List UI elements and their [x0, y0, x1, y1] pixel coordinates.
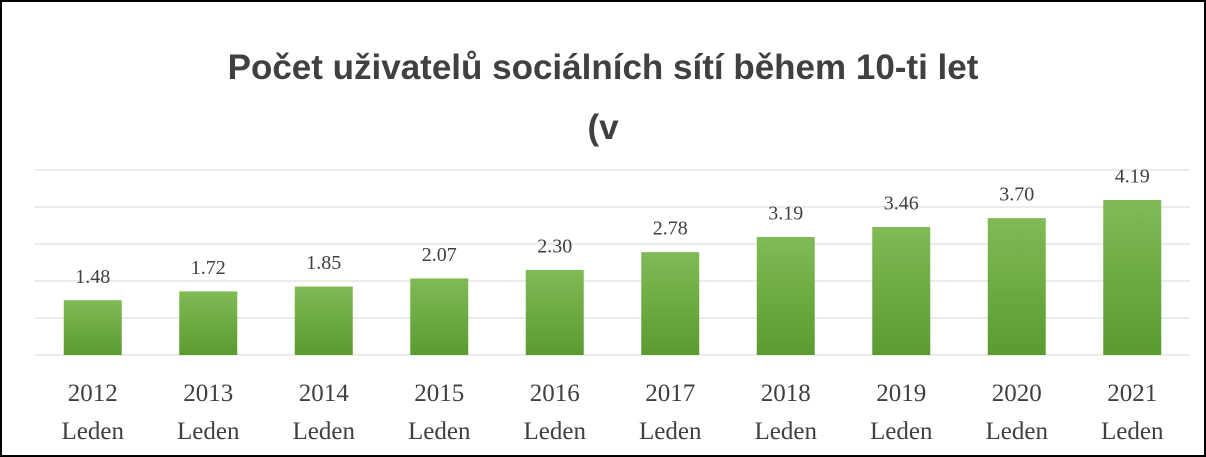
bar: [410, 278, 469, 355]
value-label: 1.85: [306, 252, 341, 274]
bar: [1103, 199, 1162, 355]
bar: [179, 291, 238, 355]
bar: [641, 252, 700, 355]
bar: [525, 269, 584, 355]
x-tick-label: 2017 Leden: [639, 380, 702, 445]
bar: [872, 226, 931, 355]
value-label: 3.70: [999, 184, 1034, 206]
bar: [294, 286, 353, 355]
x-tick-label: 2021 Leden: [1101, 380, 1164, 445]
bar: [756, 236, 815, 355]
x-tick-label: 2012 Leden: [62, 380, 125, 445]
x-tick-label: 2014 Leden: [293, 380, 356, 445]
value-label: 2.78: [653, 218, 688, 240]
x-tick-label: 2015 Leden: [408, 380, 471, 445]
value-label: 3.19: [768, 203, 803, 225]
value-label: 2.07: [422, 244, 457, 266]
x-tick-label: 2020 Leden: [986, 380, 1049, 445]
bar: [63, 300, 122, 355]
x-tick-label: 2016 Leden: [524, 380, 587, 445]
value-label: 3.46: [884, 193, 919, 215]
value-label: 4.19: [1115, 166, 1150, 188]
x-tick-label: 2018 Leden: [755, 380, 818, 445]
value-label: 1.48: [75, 266, 110, 288]
x-tick-label: 2019 Leden: [870, 380, 933, 445]
bar: [987, 218, 1046, 355]
value-label: 1.72: [191, 257, 226, 279]
chart-title: Počet uživatelů sociálních sítí během 10…: [228, 48, 979, 147]
value-label: 2.30: [537, 235, 572, 257]
x-tick-label: 2013 Leden: [177, 380, 240, 445]
